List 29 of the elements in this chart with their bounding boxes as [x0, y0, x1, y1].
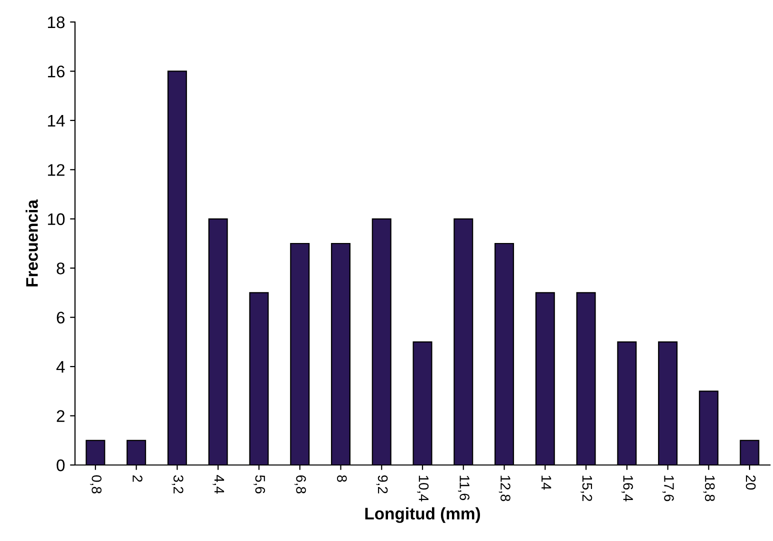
y-tick-label: 12	[48, 164, 64, 176]
x-tick-label: 16,4	[622, 476, 634, 502]
x-tick-label: 18,8	[703, 476, 715, 502]
x-axis-title: Longitud (mm)	[365, 507, 480, 523]
y-tick-label: 10	[48, 213, 65, 226]
x-tick-label: 20	[746, 475, 756, 490]
x-tick-label: 15,2	[580, 476, 592, 502]
y-axis-title: Frecuencia	[26, 199, 38, 286]
x-tick-label: 8	[337, 475, 347, 482]
y-tick-label: 2	[56, 410, 64, 422]
y-tick-label: 0	[56, 459, 65, 472]
x-tick-label: 14	[542, 476, 552, 490]
y-tick-label: 6	[56, 312, 65, 324]
y-tick-label: 14	[48, 115, 65, 126]
x-tick-label: 5,6	[254, 475, 266, 494]
x-tick-label: 4,4	[212, 475, 224, 494]
x-tick-label: 10,4	[417, 476, 429, 502]
x-tick-label: 2	[132, 475, 142, 482]
x-tick-label: 11,6	[458, 476, 470, 500]
x-tick-label: 17,6	[662, 476, 674, 502]
x-tick-label: 6,8	[294, 475, 306, 494]
x-tick-label: 12,8	[498, 476, 510, 502]
y-tick-label: 16	[48, 66, 65, 78]
y-tick-label: 18	[48, 16, 65, 28]
x-tick-label: 0,8	[90, 475, 102, 494]
x-tick-label: 3,2	[172, 475, 184, 494]
x-tick-label: 9,2	[376, 475, 388, 494]
y-tick-label: 4	[56, 361, 65, 373]
y-tick-label: 8	[56, 262, 65, 274]
